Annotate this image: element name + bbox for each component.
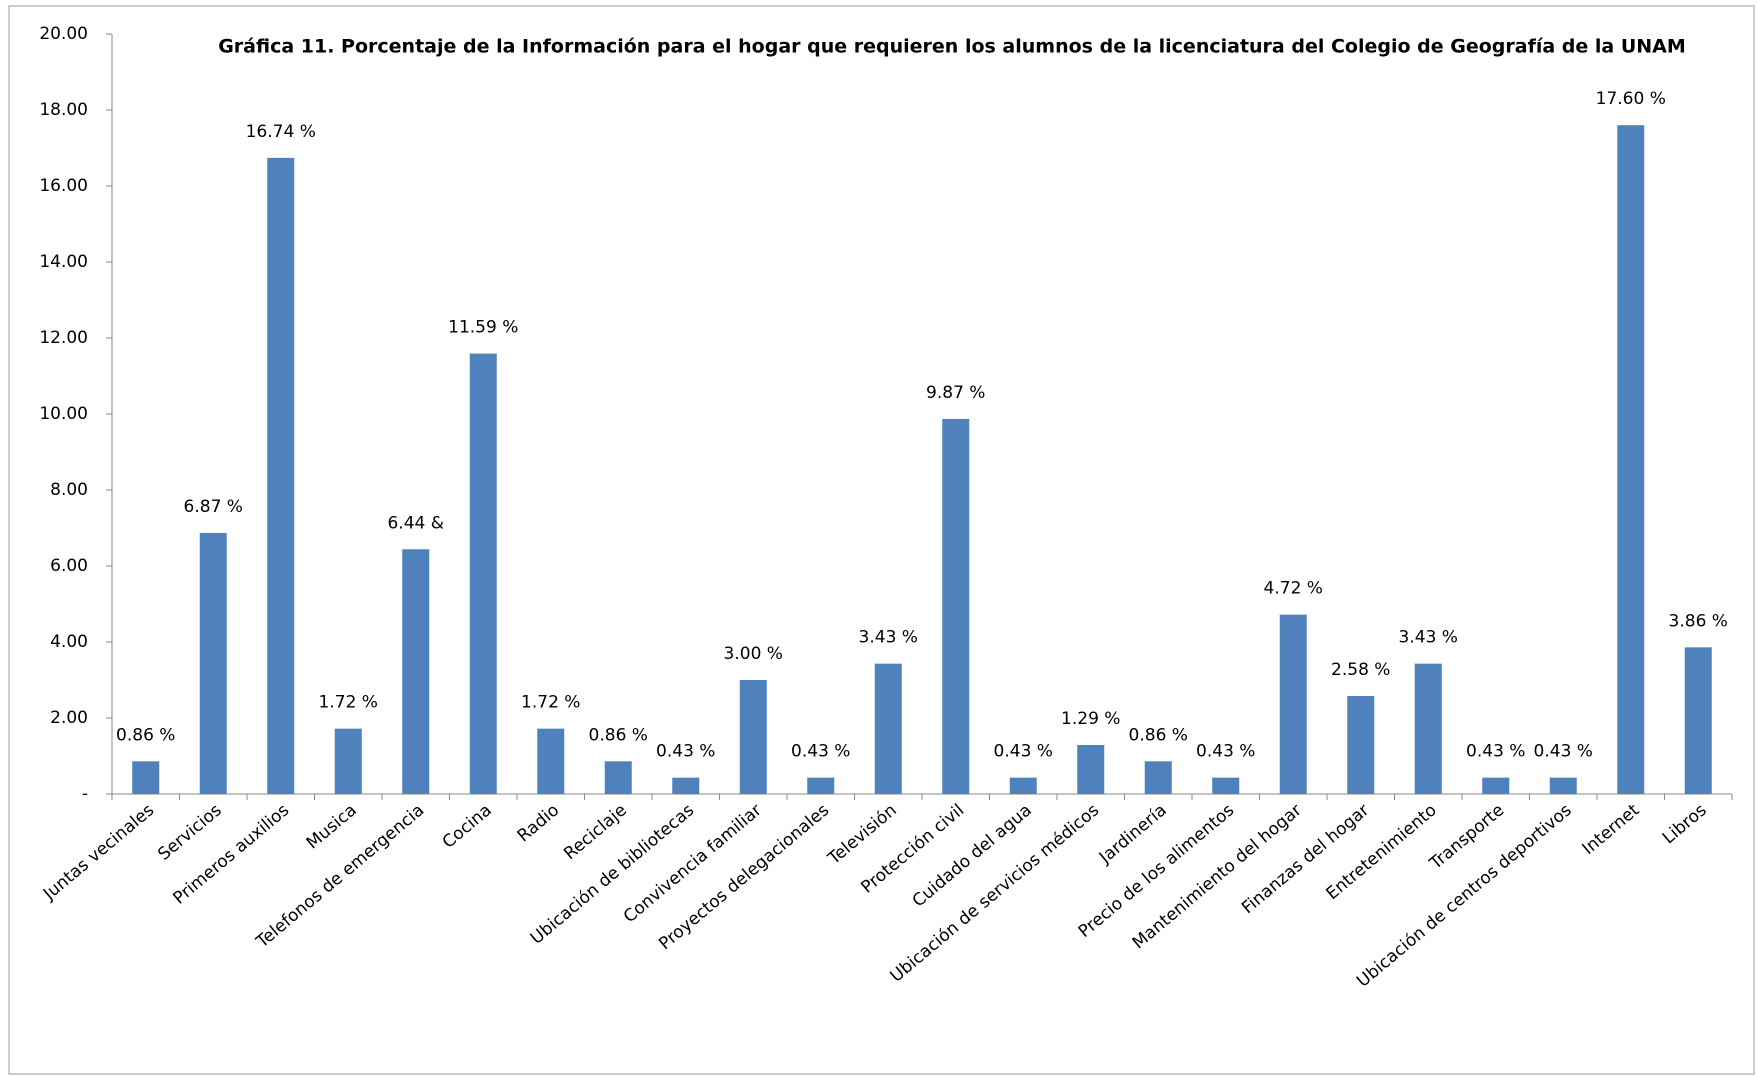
value-label: 0.43 % — [1466, 742, 1525, 762]
y-tick-label: 10.00 — [39, 404, 88, 424]
value-label: 1.72 % — [319, 693, 378, 713]
y-tick-label: 14.00 — [39, 252, 88, 272]
bar — [1212, 777, 1240, 794]
bar — [1009, 777, 1037, 794]
value-label: 17.60 % — [1596, 89, 1666, 109]
bar — [1684, 647, 1712, 794]
bar — [807, 777, 835, 794]
bar — [199, 532, 227, 794]
bar — [1144, 761, 1172, 794]
value-label: 0.43 % — [994, 742, 1053, 762]
y-tick-label: 18.00 — [39, 100, 88, 120]
value-label: 0.86 % — [116, 725, 175, 745]
bar — [942, 418, 970, 794]
bar — [402, 549, 430, 794]
bar — [132, 761, 160, 794]
value-label: 0.43 % — [791, 742, 850, 762]
bar — [672, 777, 700, 794]
bar — [1077, 744, 1105, 794]
y-tick-label: 4.00 — [50, 632, 88, 652]
y-tick-label: 20.00 — [39, 24, 88, 44]
value-label: 9.87 % — [926, 383, 985, 403]
value-label: 3.43 % — [859, 628, 918, 648]
y-tick-label: 2.00 — [50, 708, 88, 728]
bar — [874, 663, 902, 794]
chart-frame — [8, 5, 1755, 1075]
bar — [1279, 614, 1307, 794]
bar — [1482, 777, 1510, 794]
value-label: 0.43 % — [1196, 742, 1255, 762]
value-label: 3.86 % — [1669, 611, 1728, 631]
value-label: 2.58 % — [1331, 660, 1390, 680]
value-label: 6.44 & — [387, 513, 444, 533]
value-label: 3.43 % — [1399, 628, 1458, 648]
value-label: 0.43 % — [656, 742, 715, 762]
bar — [1347, 695, 1375, 794]
bar — [267, 157, 295, 794]
y-tick-label: 8.00 — [50, 480, 88, 500]
value-label: 1.29 % — [1061, 709, 1120, 729]
bar — [537, 728, 565, 794]
bar — [469, 353, 497, 794]
value-label: 11.59 % — [448, 318, 518, 338]
chart-title: Gráfica 11. Porcentaje de la Información… — [218, 36, 1686, 58]
bar — [1414, 663, 1442, 794]
value-label: 16.74 % — [246, 122, 316, 142]
y-tick-label: - — [82, 784, 88, 804]
value-label: 6.87 % — [184, 497, 243, 517]
value-label: 0.86 % — [589, 725, 648, 745]
y-tick-label: 16.00 — [39, 176, 88, 196]
bar — [1549, 777, 1577, 794]
value-label: 4.72 % — [1264, 579, 1323, 599]
value-label: 0.43 % — [1534, 742, 1593, 762]
value-label: 0.86 % — [1129, 725, 1188, 745]
bar — [334, 728, 362, 794]
value-label: 3.00 % — [724, 644, 783, 664]
bar — [604, 761, 632, 794]
value-label: 1.72 % — [521, 693, 580, 713]
bar — [739, 680, 767, 794]
y-tick-label: 6.00 — [50, 556, 88, 576]
bar — [1617, 125, 1645, 794]
y-tick-label: 12.00 — [39, 328, 88, 348]
